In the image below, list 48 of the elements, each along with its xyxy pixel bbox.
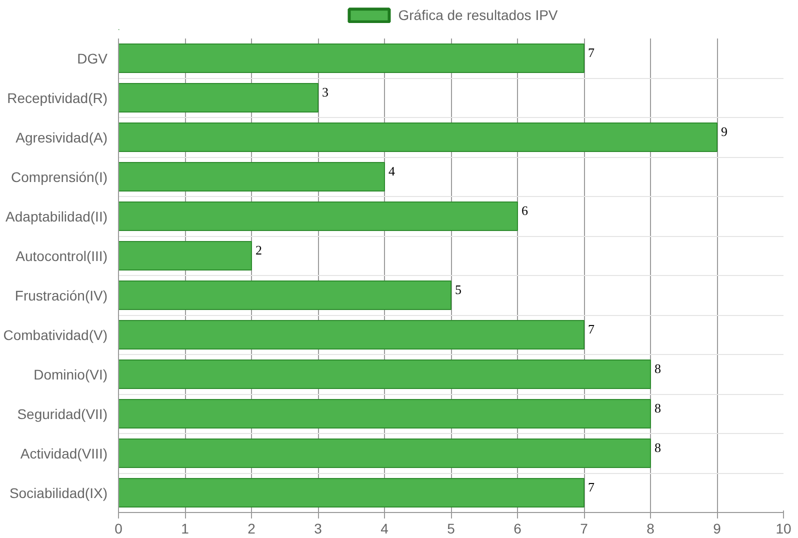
bar — [118, 478, 584, 508]
data-label: 7 — [588, 479, 595, 494]
x-tick-label: 10 — [776, 520, 792, 536]
y-tick-label: Comprensión(I) — [11, 168, 108, 185]
x-tick-label: 2 — [248, 520, 256, 536]
bar — [118, 44, 584, 73]
y-tick-label: Sociabilidad(IX) — [9, 484, 108, 501]
y-tick-label: DGV — [77, 50, 108, 66]
x-tick-label: 0 — [114, 520, 123, 536]
y-tick-label: Dominio(VI) — [34, 366, 108, 382]
bar — [118, 320, 584, 350]
bar — [118, 83, 318, 112]
data-label: 2 — [256, 242, 262, 258]
data-label: 8 — [654, 400, 661, 416]
x-tick-label: 4 — [380, 520, 389, 536]
y-tick-label: Actividad(VIII) — [20, 445, 108, 462]
bar — [118, 280, 452, 310]
bar — [118, 162, 385, 192]
x-tick-label: 1 — [181, 520, 190, 536]
y-tick-label: Autocontrol(III) — [16, 248, 108, 264]
y-tick-label: Receptividad(R) — [7, 90, 108, 106]
bar — [118, 360, 651, 389]
x-tick-label: 5 — [447, 520, 456, 536]
data-label: 8 — [654, 440, 661, 455]
x-tick-label: 8 — [646, 520, 655, 536]
y-tick-label: Seguridad(VII) — [17, 406, 108, 422]
x-tick-label: 9 — [713, 520, 722, 536]
x-tick-label: 7 — [580, 520, 588, 536]
y-tick-label: Frustración(IV) — [14, 287, 108, 304]
data-label: 5 — [455, 282, 462, 297]
data-label: 8 — [654, 360, 661, 376]
data-label: 3 — [322, 84, 328, 100]
x-tick-label: 6 — [514, 520, 522, 536]
bar — [118, 438, 651, 468]
data-label: 7 — [588, 321, 595, 336]
y-tick-label: Agresividad(A) — [16, 129, 108, 146]
bar — [118, 241, 252, 270]
data-label: 6 — [522, 202, 528, 218]
y-tick-label: Combatividad(V) — [3, 326, 108, 343]
bar — [118, 202, 518, 231]
bar — [118, 122, 718, 152]
data-label: 9 — [721, 124, 728, 139]
legend-label: Gráfica de resultados IPV — [398, 7, 558, 23]
y-tick-label: Adaptabilidad(II) — [6, 208, 108, 224]
x-tick-label: 3 — [314, 520, 322, 536]
data-label: 4 — [388, 163, 396, 178]
bar — [118, 399, 651, 428]
data-label: 7 — [588, 44, 595, 60]
